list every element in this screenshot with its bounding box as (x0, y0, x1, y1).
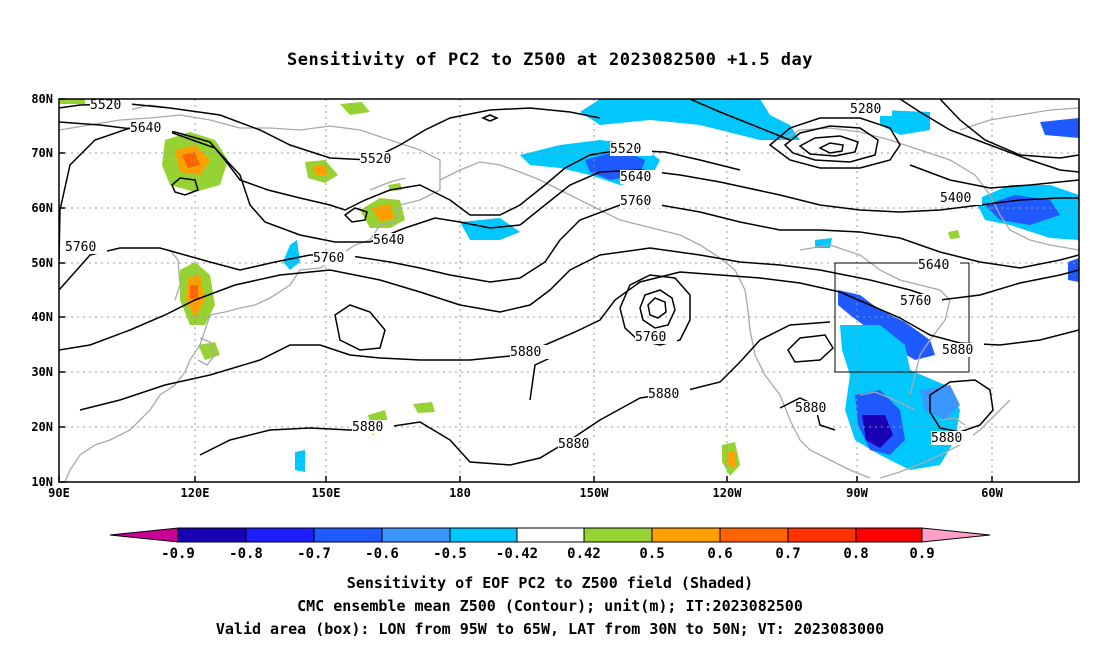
contour-label: 5760 (635, 330, 666, 345)
contour-label: 5280 (850, 102, 881, 117)
colorbar-swatch (177, 527, 247, 543)
positive-sensitivity-patch (198, 342, 220, 360)
colorbar: -0.9 -0.8 -0.7 -0.6 -0.5 -0.42 0.42 0.5 … (109, 527, 991, 562)
colorbar-swatch (313, 527, 383, 543)
positive-sensitivity-patch (413, 402, 435, 413)
contour-labels: 5520 5640 5520 5520 5640 5760 5280 5400 … (65, 98, 984, 452)
colorbar-label: 0.9 (909, 546, 934, 562)
negative-sensitivity-patch (880, 110, 930, 135)
positive-sensitivity-patch (340, 102, 370, 115)
lon-label-90e: 90E (48, 486, 70, 500)
lon-label-120w: 120W (713, 486, 743, 500)
contour-label: 5520 (90, 98, 121, 113)
lat-label-80n: 80N (31, 92, 53, 106)
map-frame (58, 98, 1080, 483)
map-title: Sensitivity of PC2 to Z500 at 2023082500… (286, 50, 813, 70)
contour-label: 5640 (373, 233, 404, 248)
lon-label-120e: 120E (181, 486, 210, 500)
contour-label: 5880 (510, 345, 541, 360)
contour-label: 5760 (313, 251, 344, 266)
colorbar-label: 0.6 (707, 546, 732, 562)
negative-sensitivity-patch (1040, 118, 1079, 138)
lat-label-60n: 60N (31, 201, 53, 215)
colorbar-swatch (855, 527, 923, 543)
lon-label-60w: 60W (981, 486, 1003, 500)
colorbar-high-extension (921, 527, 991, 543)
caption-line-1: Sensitivity of EOF PC2 to Z500 field (Sh… (346, 574, 754, 592)
colorbar-label: 0.42 (567, 546, 601, 562)
grid-lines (59, 99, 1079, 482)
colorbar-label: -0.6 (365, 546, 399, 562)
lat-label-10n: 10N (31, 475, 53, 489)
lon-label-150w: 150W (580, 486, 610, 500)
contour-label: 5880 (558, 437, 589, 452)
contour-label: 5640 (130, 121, 161, 136)
colorbar-label: -0.9 (161, 546, 195, 562)
colorbar-swatch (449, 527, 518, 543)
colorbar-label: -0.7 (297, 546, 331, 562)
colorbar-swatch (787, 527, 857, 543)
colorbar-label: -0.5 (433, 546, 467, 562)
z500-contours (59, 99, 1079, 466)
negative-sensitivity-patch (1068, 258, 1079, 282)
tick-marks (58, 98, 993, 483)
sensitivity-shading (60, 99, 1079, 476)
colorbar-swatch (381, 527, 451, 543)
negative-sensitivity-patch (838, 290, 935, 360)
lat-label-30n: 30N (31, 365, 53, 379)
colorbar-swatch (583, 527, 653, 543)
longitude-labels: 90E 120E 150E 180 150W 120W 90W 60W (48, 486, 1003, 500)
contour-label: 5880 (795, 401, 826, 416)
contour-label: 5760 (900, 294, 931, 309)
lon-label-90w: 90W (846, 486, 868, 500)
negative-sensitivity-patch (283, 240, 300, 270)
contour-label: 5400 (940, 191, 971, 206)
caption-line-2: CMC ensemble mean Z500 (Contour); unit(m… (297, 597, 803, 615)
positive-sensitivity-patch (190, 285, 198, 300)
lat-label-40n: 40N (31, 310, 53, 324)
colorbar-label: 0.5 (639, 546, 664, 562)
lon-label-180: 180 (449, 486, 471, 500)
lat-label-20n: 20N (31, 420, 53, 434)
negative-sensitivity-patch (295, 450, 305, 472)
negative-sensitivity-patch (862, 415, 893, 448)
positive-sensitivity-patch (60, 99, 85, 104)
latitude-labels: 10N 20N 30N 40N 50N 60N 70N 80N (31, 92, 53, 489)
positive-sensitivity-patch (727, 452, 735, 468)
negative-sensitivity-patch (580, 99, 800, 140)
contour-label: 5760 (65, 240, 96, 255)
contour-label: 5880 (942, 343, 973, 358)
negative-sensitivity-patch (460, 218, 520, 240)
contour-label: 5880 (648, 387, 679, 402)
positive-sensitivity-patch (948, 230, 960, 239)
colorbar-label: -0.42 (496, 546, 538, 562)
colorbar-label: -0.8 (229, 546, 263, 562)
caption-line-3: Valid area (box): LON from 95W to 65W, L… (215, 620, 885, 638)
colorbar-swatch (245, 527, 315, 543)
contour-label: 5520 (360, 152, 391, 167)
lon-label-150e: 150E (312, 486, 341, 500)
contour-label: 5520 (610, 142, 641, 157)
lat-label-50n: 50N (31, 256, 53, 270)
colorbar-label: 0.7 (775, 546, 800, 562)
colorbar-low-extension (109, 527, 179, 543)
contour-label: 5640 (620, 170, 651, 185)
positive-sensitivity-patch (182, 152, 200, 168)
contour-label: 5760 (620, 194, 651, 209)
contour-label: 5640 (918, 258, 949, 273)
colorbar-swatch (516, 527, 585, 543)
colorbar-swatch (719, 527, 789, 543)
valid-area-box (834, 262, 970, 373)
lat-label-70n: 70N (31, 146, 53, 160)
colorbar-swatch (651, 527, 721, 543)
contour-label: 5880 (931, 431, 962, 446)
colorbar-label: 0.8 (843, 546, 868, 562)
contour-label: 5880 (352, 420, 383, 435)
positive-sensitivity-patch (313, 165, 328, 175)
